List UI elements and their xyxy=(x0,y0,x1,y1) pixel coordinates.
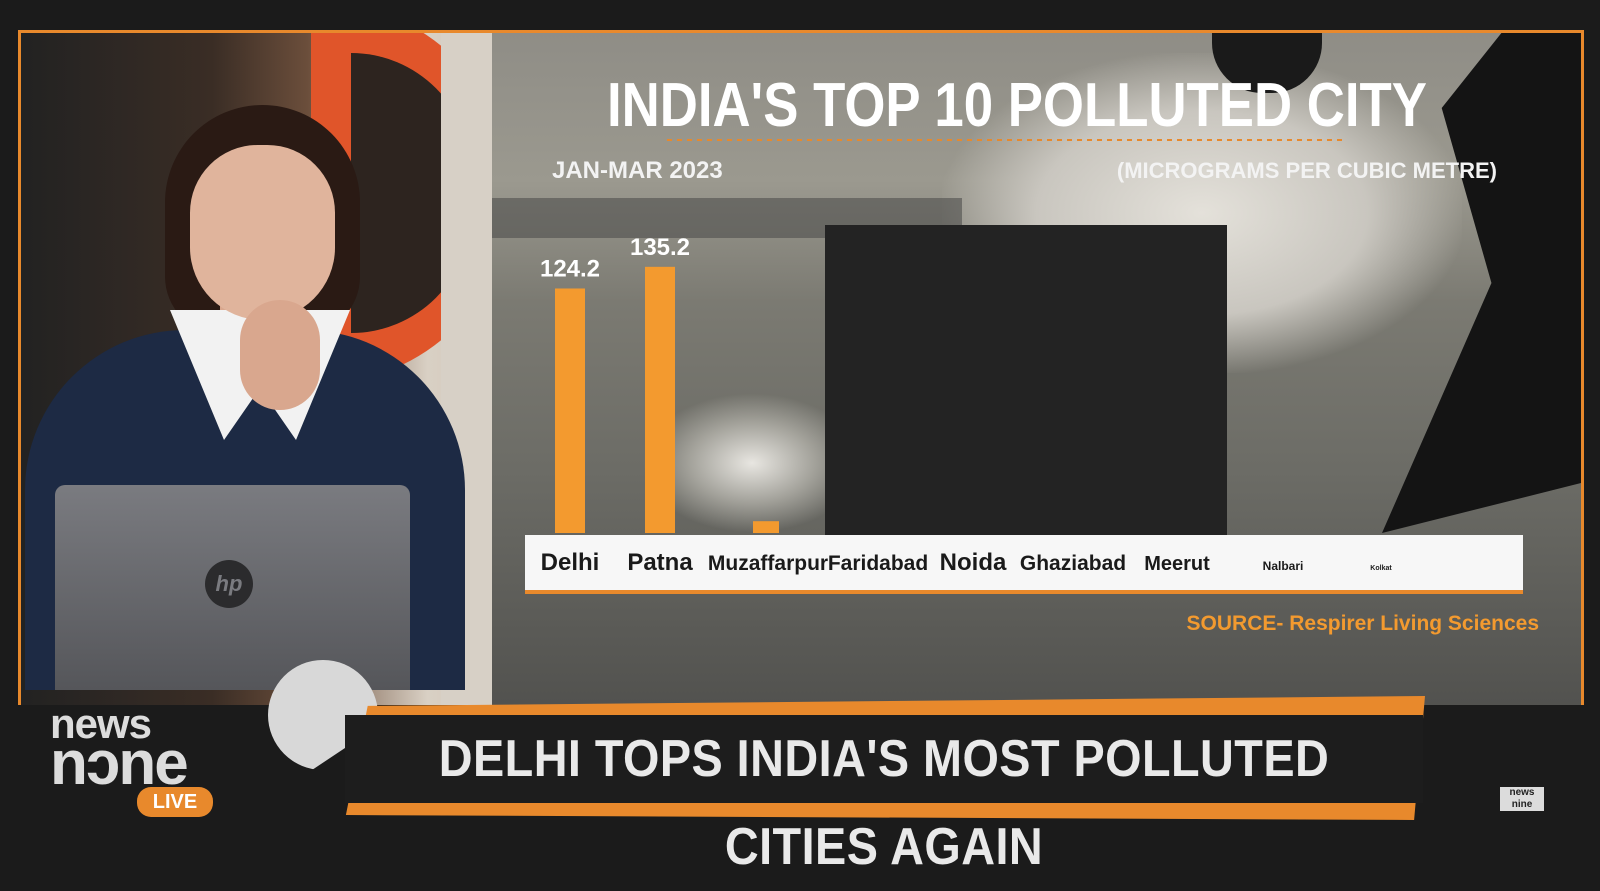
bar-value-label: 135.2 xyxy=(630,234,690,261)
source-note: SOURCE- Respirer Living Sciences xyxy=(1187,612,1539,635)
bar xyxy=(753,521,779,533)
category-labels: Delhi Patna Muzaffarpur Faridabad Noida Ghazi… xyxy=(541,549,1393,576)
category-label: Noida xyxy=(940,549,1007,576)
chart-panel: INDIA'S TOP 10 POLLUTED CITY JAN-MAR 202… xyxy=(492,33,1581,705)
channel-logo-nine: nɔne xyxy=(50,729,189,798)
bar-value-label: 124.2 xyxy=(540,255,600,282)
chart-title: INDIA'S TOP 10 POLLUTED CITY xyxy=(607,71,1427,140)
category-strip-underline xyxy=(525,590,1523,594)
category-label: Nalbari xyxy=(1263,559,1304,573)
chart-subtitle-period: JAN-MAR 2023 xyxy=(552,157,723,184)
laptop-logo: hp xyxy=(205,560,253,608)
chart-subtitle-unit: (MICROGRAMS PER CUBIC METRE) xyxy=(1117,158,1497,183)
presenter-face xyxy=(190,145,335,320)
headline-text: DELHI TOPS INDIA'S MOST POLLUTED CITIES … xyxy=(438,730,1330,876)
category-strip xyxy=(525,535,1523,590)
category-label: Delhi xyxy=(541,549,600,576)
category-label: Faridabad xyxy=(828,552,928,575)
presenter-hand xyxy=(240,300,320,410)
bar xyxy=(555,288,585,533)
category-label: Kolkat xyxy=(1370,565,1392,572)
bar xyxy=(645,266,675,533)
category-label: Meerut xyxy=(1144,553,1210,575)
chart-svg: INDIA'S TOP 10 POLLUTED CITY JAN-MAR 202… xyxy=(525,71,1539,635)
category-label: Patna xyxy=(627,549,693,576)
live-badge: LIVE xyxy=(137,787,213,817)
category-label: Ghaziabad xyxy=(1020,552,1126,575)
corner-channel-logo: news nine xyxy=(1500,787,1544,811)
headline-box xyxy=(345,715,1423,803)
bars-layer: 124.2 135.2 xyxy=(540,234,779,533)
category-label: Muzaffarpur xyxy=(708,552,828,575)
channel-logo-news: news xyxy=(50,700,152,747)
blank-overlay xyxy=(825,225,1227,535)
